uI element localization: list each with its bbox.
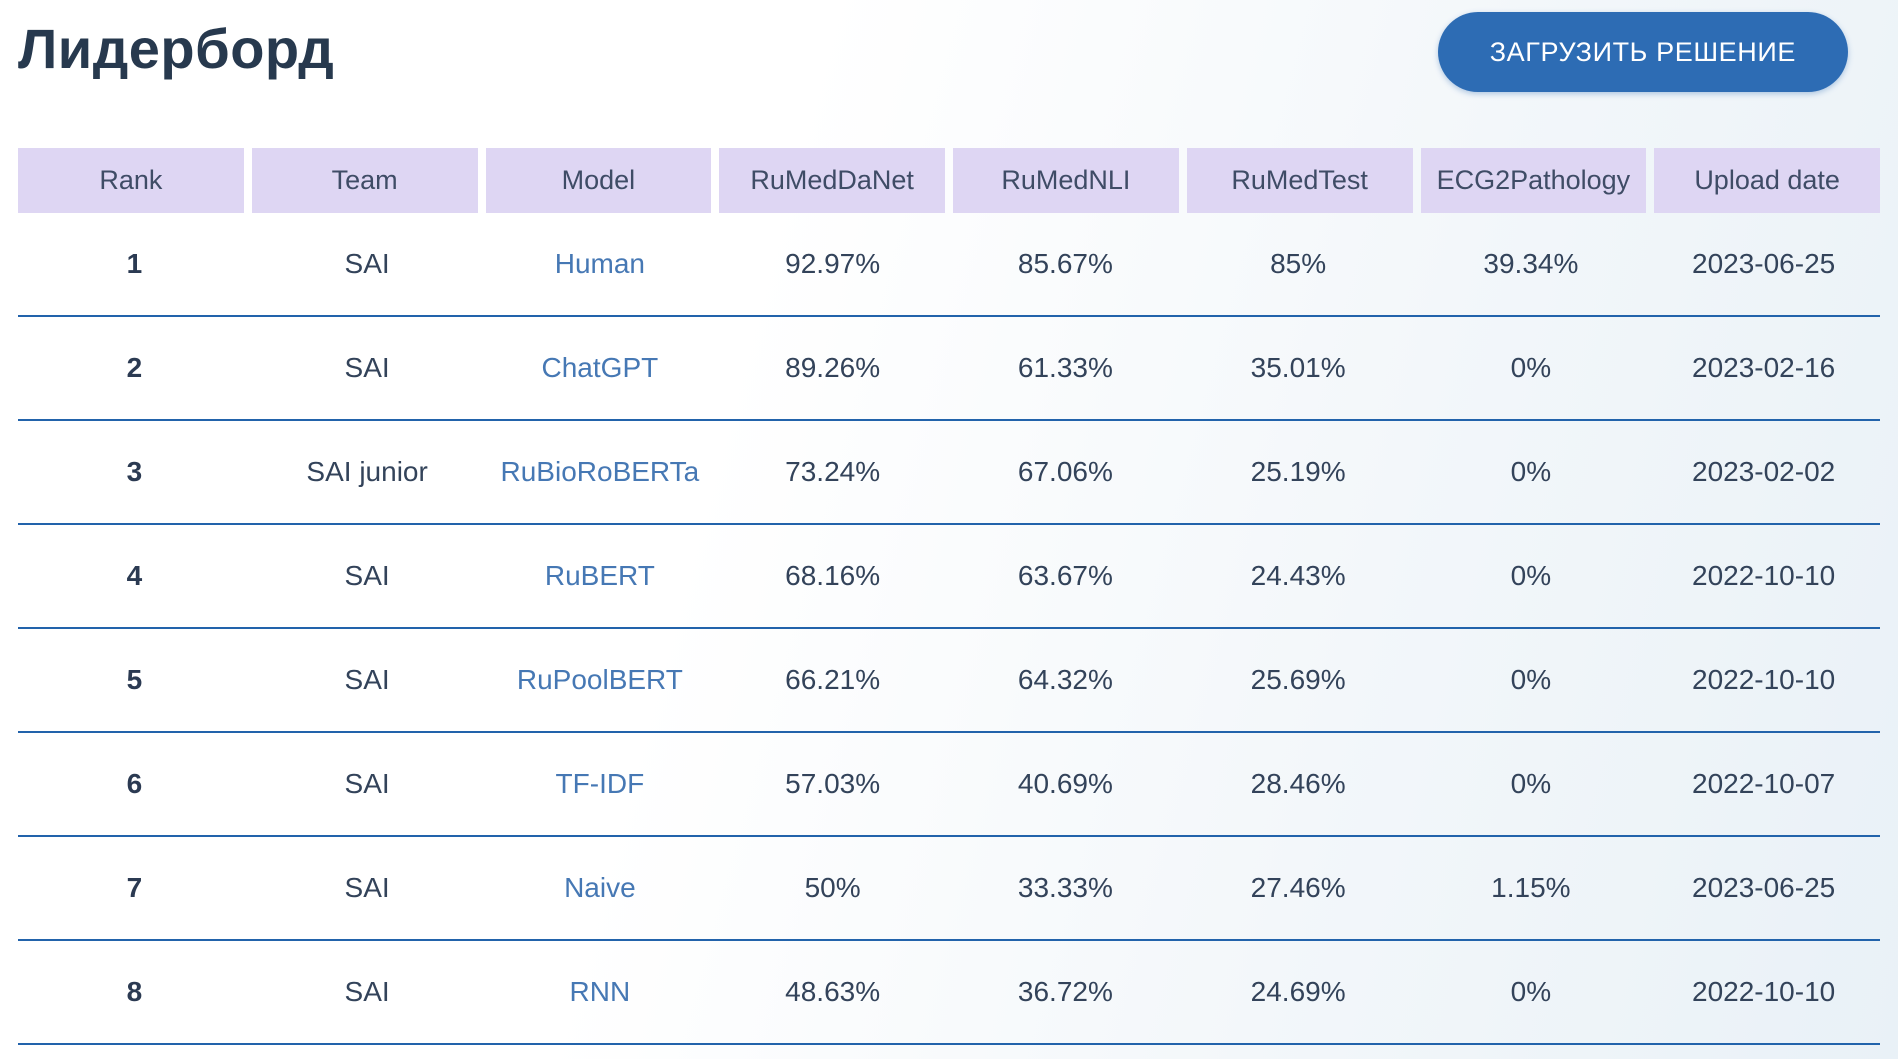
cell-ecg2pathology: 0% [1510,560,1552,591]
table-row: 8 SAI RNN 48.63% 36.72% 24.69% 0% 2022-1… [18,941,1880,1045]
cell-upload-date: 2022-10-10 [1692,664,1836,695]
table-row: 3 SAI junior RuBioRoBERTa 73.24% 67.06% … [18,421,1880,525]
column-header-rumeddanet: RuMedDaNet [715,148,949,213]
cell-rumednli: 67.06% [1017,456,1113,487]
cell-rank: 2 [126,352,143,383]
cell-rank: 6 [126,768,143,799]
cell-rank: 3 [126,456,143,487]
table-body: 1 SAI Human 92.97% 85.67% 85% 39.34% 202… [18,213,1880,1045]
cell-rank: 5 [126,664,143,695]
column-header-upload-date: Upload date [1650,148,1880,213]
model-link[interactable]: RuPoolBERT [516,664,683,695]
column-header-ecg2pathology: ECG2Pathology [1417,148,1651,213]
cell-rumednli: 61.33% [1017,352,1113,383]
cell-rumeddanet: 66.21% [785,664,881,695]
column-header-team: Team [248,148,482,213]
model-link[interactable]: RuBERT [544,560,655,591]
cell-upload-date: 2022-10-07 [1692,768,1836,799]
model-link[interactable]: RuBioRoBERTa [500,456,700,487]
upload-solution-button[interactable]: ЗАГРУЗИТЬ РЕШЕНИЕ [1437,12,1848,92]
cell-team: SAI [344,664,390,695]
column-header-rumednli: RuMedNLI [949,148,1183,213]
cell-rumeddanet: 89.26% [785,352,881,383]
cell-team: SAI [344,768,390,799]
cell-team: SAI [344,352,390,383]
cell-ecg2pathology: 39.34% [1483,248,1579,279]
cell-team: SAI [344,872,390,903]
cell-rumeddanet: 50% [804,872,861,903]
cell-rumedtest: 28.46% [1250,768,1346,799]
cell-rank: 8 [126,976,143,1007]
cell-rumednli: 36.72% [1017,976,1113,1007]
cell-rumednli: 63.67% [1017,560,1113,591]
cell-ecg2pathology: 0% [1510,352,1552,383]
cell-ecg2pathology: 0% [1510,768,1552,799]
cell-rumednli: 40.69% [1017,768,1113,799]
cell-upload-date: 2022-10-10 [1692,976,1836,1007]
table-row: 6 SAI TF-IDF 57.03% 40.69% 28.46% 0% 202… [18,733,1880,837]
cell-rumedtest: 25.69% [1250,664,1346,695]
cell-upload-date: 2022-10-10 [1692,560,1836,591]
cell-rumednli: 64.32% [1017,664,1113,695]
cell-model: RuPoolBERT [484,664,717,696]
cell-rumedtest: 25.19% [1250,456,1346,487]
table-header-row: Rank Team Model RuMedDaNet RuMedNLI RuMe… [18,148,1880,213]
cell-rumeddanet: 68.16% [785,560,881,591]
cell-rumednli: 33.33% [1017,872,1113,903]
cell-team: SAI [344,248,390,279]
model-link[interactable]: ChatGPT [541,352,659,383]
model-link[interactable]: Human [554,248,645,279]
cell-upload-date: 2023-02-02 [1692,456,1836,487]
cell-rank: 7 [126,872,143,903]
cell-upload-date: 2023-02-16 [1692,352,1836,383]
cell-team: SAI [344,976,390,1007]
cell-rumeddanet: 48.63% [785,976,881,1007]
cell-ecg2pathology: 0% [1510,456,1552,487]
cell-rumedtest: 35.01% [1250,352,1346,383]
cell-rank: 1 [126,248,143,279]
column-header-rank: Rank [18,148,248,213]
model-link[interactable]: TF-IDF [555,768,645,799]
cell-rumednli: 85.67% [1017,248,1113,279]
cell-rumedtest: 85% [1270,248,1327,279]
model-link[interactable]: Naive [564,872,636,903]
cell-model: ChatGPT [484,352,717,384]
cell-model: Naive [484,872,717,904]
cell-model: RNN [484,976,717,1008]
cell-team: SAI junior [306,456,428,487]
column-header-rumedtest: RuMedTest [1183,148,1417,213]
cell-rumeddanet: 73.24% [785,456,881,487]
cell-model: TF-IDF [484,768,717,800]
table-row: 1 SAI Human 92.97% 85.67% 85% 39.34% 202… [18,213,1880,317]
cell-model: Human [484,248,717,280]
cell-ecg2pathology: 0% [1510,664,1552,695]
cell-ecg2pathology: 0% [1510,976,1552,1007]
cell-rank: 4 [126,560,143,591]
cell-model: RuBioRoBERTa [484,456,717,488]
model-link[interactable]: RNN [569,976,631,1007]
cell-rumeddanet: 57.03% [785,768,881,799]
table-row: 2 SAI ChatGPT 89.26% 61.33% 35.01% 0% 20… [18,317,1880,421]
column-header-model: Model [482,148,716,213]
cell-rumedtest: 24.69% [1250,976,1346,1007]
page-title: Лидерборд [18,17,335,80]
cell-model: RuBERT [484,560,717,592]
top-bar: Лидерборд ЗАГРУЗИТЬ РЕШЕНИЕ [18,0,1880,148]
table-row: 5 SAI RuPoolBERT 66.21% 64.32% 25.69% 0%… [18,629,1880,733]
cell-rumeddanet: 92.97% [785,248,881,279]
leaderboard-table: Rank Team Model RuMedDaNet RuMedNLI RuMe… [18,148,1880,1045]
cell-upload-date: 2023-06-25 [1692,248,1836,279]
cell-ecg2pathology: 1.15% [1491,872,1571,903]
table-row: 4 SAI RuBERT 68.16% 63.67% 24.43% 0% 202… [18,525,1880,629]
cell-rumedtest: 24.43% [1250,560,1346,591]
cell-team: SAI [344,560,390,591]
cell-rumedtest: 27.46% [1250,872,1346,903]
table-row: 7 SAI Naive 50% 33.33% 27.46% 1.15% 2023… [18,837,1880,941]
cell-upload-date: 2023-06-25 [1692,872,1836,903]
